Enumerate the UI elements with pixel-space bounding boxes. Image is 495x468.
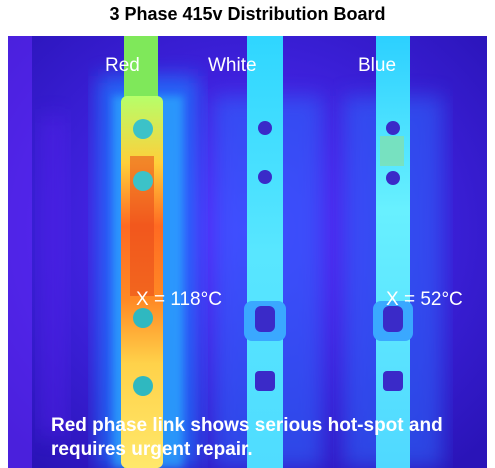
caption: Red phase link shows serious hot-spot an… [51, 415, 443, 460]
white-phase-label: White [208, 55, 257, 76]
red-phase-label: Red [105, 55, 140, 76]
blue-temperature-reading: X = 52°C [386, 289, 463, 310]
thermal-image: Red White Blue X = 118°C X = 52°C Red ph… [8, 36, 487, 468]
blue-phase-label: Blue [358, 55, 397, 76]
red-temperature-reading: X = 118°C [136, 289, 222, 310]
thermal-scene [8, 36, 487, 468]
image-title: 3 Phase 415v Distribution Board [109, 4, 386, 24]
